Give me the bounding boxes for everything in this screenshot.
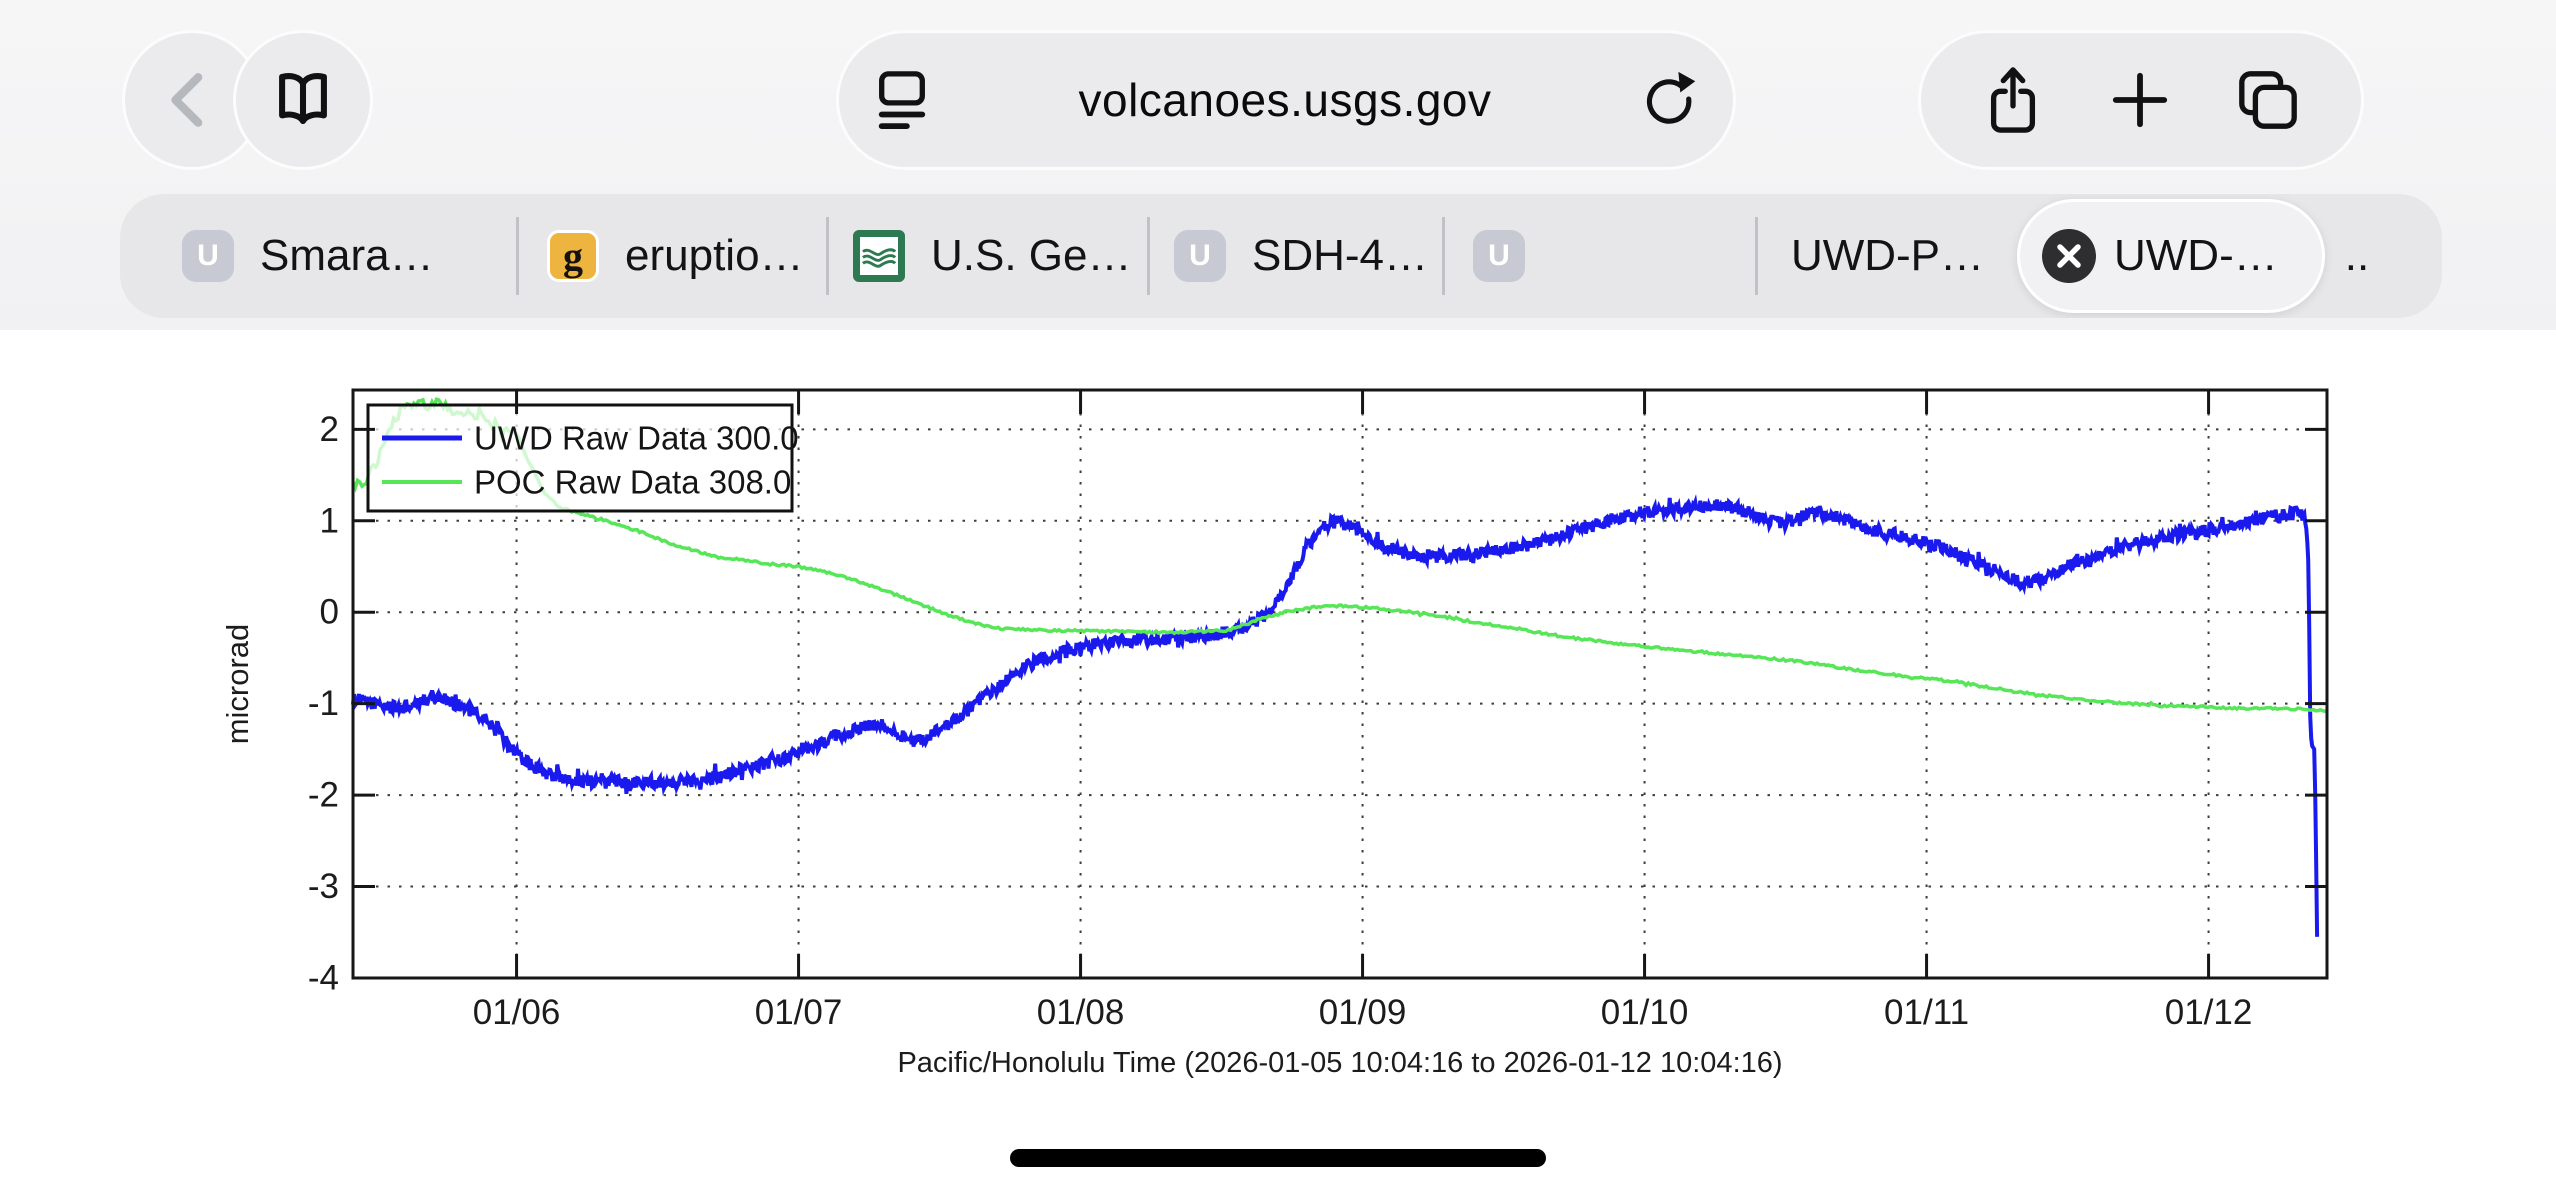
svg-text:01/08: 01/08 — [1037, 993, 1125, 1032]
tab-unnamed[interactable]: U — [1445, 194, 1755, 318]
page-url[interactable]: volcanoes.usgs.gov — [1078, 74, 1492, 126]
new-tab-plus-icon[interactable] — [2109, 69, 2171, 131]
svg-text:2: 2 — [320, 410, 339, 449]
svg-text:01/12: 01/12 — [2165, 993, 2253, 1032]
tab-divider — [1755, 217, 1758, 295]
tab-sdh4[interactable]: U SDH-4… — [1150, 194, 1442, 318]
svg-text:Pacific/Honolulu Time (2026-01: Pacific/Honolulu Time (2026-01-05 10:04:… — [897, 1047, 1782, 1079]
site-favicon-g: g — [547, 230, 599, 282]
tiltmeter-chart: UWD Raw Data 300.0 POC Raw Data 308.0 2 1 0 -… — [220, 388, 2329, 1079]
tab-label: Smara… — [260, 231, 434, 280]
toolbar-action-group — [1918, 30, 2364, 170]
tab-divider — [516, 217, 519, 295]
svg-text:01/07: 01/07 — [755, 993, 843, 1032]
svg-text:0: 0 — [320, 593, 339, 632]
tab-usgs[interactable]: U.S. Ge… — [829, 194, 1147, 318]
site-favicon-u: U — [182, 230, 234, 282]
tab-label: U.S. Ge… — [931, 231, 1132, 280]
tab-bar: U Smara… g eruptio… U.S. Ge… U SDH-4… — [120, 194, 2442, 318]
svg-text:-2: -2 — [308, 776, 339, 815]
svg-text:-3: -3 — [308, 867, 339, 906]
book-icon — [279, 73, 327, 124]
address-bar[interactable]: volcanoes.usgs.gov — [836, 30, 1736, 170]
site-favicon-u: U — [1473, 230, 1525, 282]
tab-uwd-active[interactable]: UWD-… — [2017, 199, 2325, 313]
svg-text:-4: -4 — [308, 959, 339, 998]
tab-divider — [1442, 217, 1445, 295]
page-format-icon[interactable] — [873, 68, 931, 132]
share-icon[interactable] — [1982, 65, 2044, 135]
svg-text:01/10: 01/10 — [1601, 993, 1689, 1032]
tab-label: UWD-P… — [1790, 231, 1985, 280]
svg-text:-1: -1 — [308, 684, 339, 723]
tab-label: SDH-4… — [1252, 231, 1429, 280]
svg-text:microrad: microrad — [220, 624, 255, 745]
bookmarks-button[interactable] — [233, 30, 373, 170]
svg-text:UWD Raw Data 300.0: UWD Raw Data 300.0 — [474, 420, 799, 457]
site-favicon-u: U — [1174, 230, 1226, 282]
tab-divider — [1147, 217, 1150, 295]
home-indicator[interactable] — [1010, 1149, 1546, 1167]
chevron-left-icon — [171, 73, 203, 127]
tab-divider — [826, 217, 829, 295]
tab-overflow[interactable]: .. — [2325, 194, 2389, 318]
tab-label: eruptio… — [625, 231, 804, 280]
tabs-overview-icon[interactable] — [2236, 68, 2300, 132]
tab-uwd-p[interactable]: UWD-P… — [1758, 194, 2017, 318]
tab-eruptio[interactable]: g eruptio… — [519, 194, 826, 318]
tab-label: .. — [2344, 231, 2370, 280]
reload-icon[interactable] — [1639, 70, 1699, 130]
svg-text:1: 1 — [320, 501, 339, 540]
svg-text:01/11: 01/11 — [1884, 993, 1969, 1032]
tab-smara[interactable]: U Smara… — [120, 194, 516, 318]
svg-text:01/09: 01/09 — [1319, 993, 1407, 1032]
svg-text:01/06: 01/06 — [473, 993, 561, 1032]
svg-text:POC Raw Data 308.0: POC Raw Data 308.0 — [474, 464, 791, 501]
close-tab-button[interactable] — [2042, 229, 2096, 283]
tab-label: UWD-… — [2114, 231, 2278, 280]
usgs-wave-favicon — [853, 230, 905, 282]
close-icon — [2057, 244, 2081, 268]
